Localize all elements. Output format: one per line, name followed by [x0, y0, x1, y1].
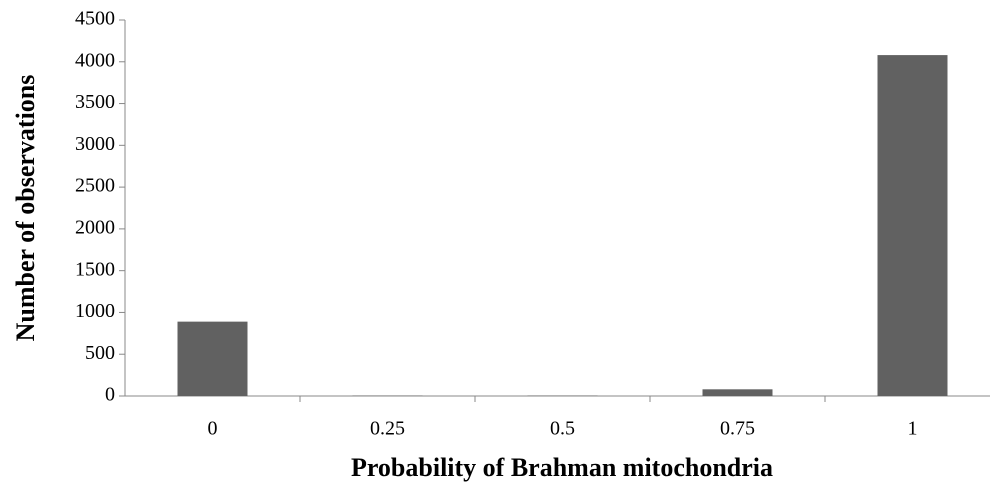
y-tick-label: 500	[85, 342, 115, 364]
y-tick-label: 1500	[75, 258, 115, 280]
bar	[177, 321, 248, 396]
y-tick-label: 3000	[75, 133, 115, 155]
bar	[877, 55, 948, 397]
x-tick-label: 0	[208, 418, 218, 440]
y-tick-label: 0	[105, 384, 115, 406]
y-tick-label: 2000	[75, 216, 115, 238]
x-tick-label: 1	[908, 418, 918, 440]
y-tick-label: 1000	[75, 300, 115, 322]
y-tick-label: 4000	[75, 49, 115, 71]
y-tick-label: 4500	[75, 8, 115, 30]
x-tick-label: 0.5	[550, 418, 575, 440]
y-tick-label: 2500	[75, 175, 115, 197]
x-tick-label: 0.25	[370, 418, 405, 440]
y-tick-label: 3500	[75, 91, 115, 113]
y-axis-title: Number of observations	[11, 75, 40, 342]
x-axis-title: Probability of Brahman mitochondria	[351, 453, 773, 482]
bar	[702, 389, 773, 396]
x-tick-label: 0.75	[720, 418, 755, 440]
